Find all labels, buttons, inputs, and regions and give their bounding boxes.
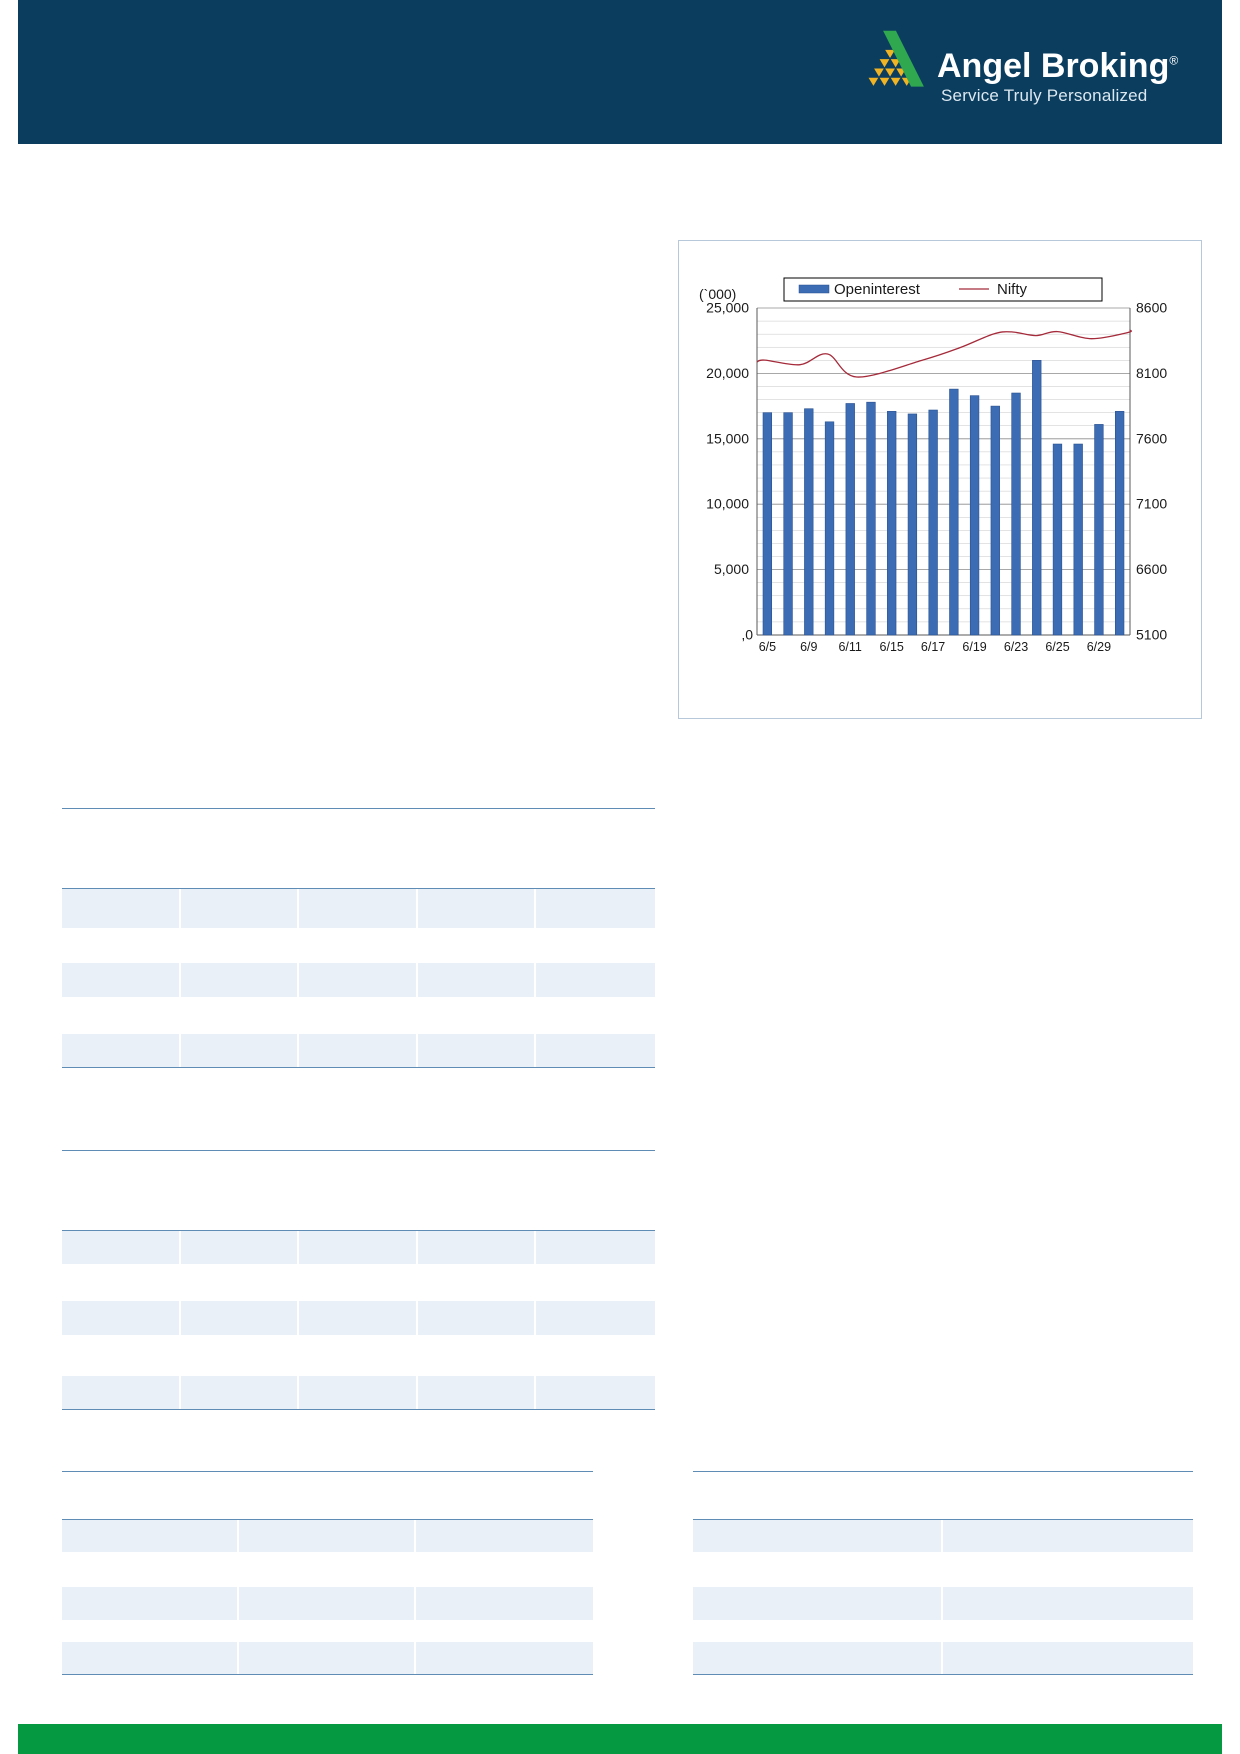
svg-text:5,000: 5,000 bbox=[714, 561, 749, 577]
svg-text:8100: 8100 bbox=[1136, 365, 1167, 381]
svg-text:6/19: 6/19 bbox=[962, 640, 986, 654]
svg-text:6/23: 6/23 bbox=[1004, 640, 1028, 654]
svg-text:Openinterest: Openinterest bbox=[834, 281, 921, 298]
svg-text:Nifty: Nifty bbox=[997, 281, 1028, 298]
svg-text:6/11: 6/11 bbox=[838, 640, 861, 654]
svg-text:(`000): (`000) bbox=[699, 286, 736, 302]
svg-text:6/25: 6/25 bbox=[1045, 640, 1069, 654]
svg-text:20,000: 20,000 bbox=[706, 365, 749, 381]
svg-text:6/5: 6/5 bbox=[759, 640, 776, 654]
svg-text:6/15: 6/15 bbox=[880, 640, 904, 654]
svg-text:7100: 7100 bbox=[1136, 496, 1167, 512]
svg-text:6600: 6600 bbox=[1136, 561, 1167, 577]
svg-text:6/9: 6/9 bbox=[800, 640, 817, 654]
svg-text:,0: ,0 bbox=[741, 627, 753, 643]
svg-text:6/17: 6/17 bbox=[921, 640, 945, 654]
svg-text:8600: 8600 bbox=[1136, 300, 1167, 316]
svg-text:5100: 5100 bbox=[1136, 627, 1167, 643]
svg-text:15,000: 15,000 bbox=[706, 430, 749, 446]
svg-text:6/29: 6/29 bbox=[1087, 640, 1111, 654]
svg-text:7600: 7600 bbox=[1136, 430, 1167, 446]
svg-text:10,000: 10,000 bbox=[706, 496, 749, 512]
